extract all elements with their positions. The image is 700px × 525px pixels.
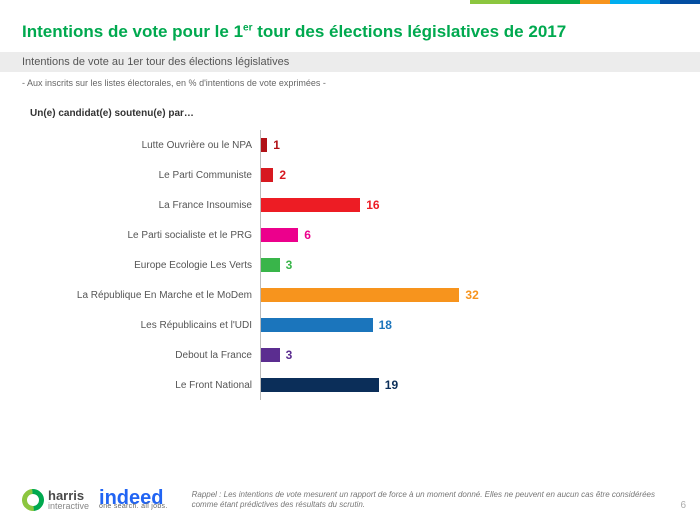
bar <box>261 288 459 302</box>
bar-label: Europe Ecologie Les Verts <box>0 260 260 271</box>
bar-value: 19 <box>385 378 398 392</box>
disclaimer: Rappel : Les intentions de vote mesurent… <box>192 490 678 509</box>
chart-row: Europe Ecologie Les Verts 3 <box>0 250 660 280</box>
bar <box>261 258 280 272</box>
bar <box>261 138 267 152</box>
bar <box>261 228 298 242</box>
chart-row: Lutte Ouvrière ou le NPA 1 <box>0 130 660 160</box>
bar <box>261 198 360 212</box>
harris-logo: harris interactive <box>22 489 89 511</box>
chart-row: Le Front National 19 <box>0 370 660 400</box>
top-accent-stripe <box>470 0 700 4</box>
stripe-segment <box>660 0 700 4</box>
chart-row: Les Républicains et l'UDI 18 <box>0 310 660 340</box>
subtitle-band: Intentions de vote au 1er tour des élect… <box>0 52 700 72</box>
bar-label: Le Parti Communiste <box>0 170 260 181</box>
bar-value: 3 <box>286 258 293 272</box>
bar-value: 16 <box>366 198 379 212</box>
stripe-segment <box>510 0 580 4</box>
bar-value: 2 <box>279 168 286 182</box>
bar-label: Le Front National <box>0 380 260 391</box>
harris-sub: interactive <box>48 502 89 510</box>
title-pre: Intentions de vote pour le 1 <box>22 22 243 41</box>
title-post: tour des élections législatives de 2017 <box>252 22 566 41</box>
lead-text: Un(e) candidat(e) soutenu(e) par… <box>30 108 194 119</box>
methodology-note: - Aux inscrits sur les listes électorale… <box>22 78 326 88</box>
chart-row: La République En Marche et le MoDem 32 <box>0 280 660 310</box>
page-number: 6 <box>680 500 686 511</box>
bar-wrap: 18 <box>261 318 660 332</box>
bar-wrap: 3 <box>261 258 660 272</box>
chart-row: Le Parti socialiste et le PRG 6 <box>0 220 660 250</box>
footer: harris interactive indeed one search. al… <box>22 489 678 511</box>
bar-value: 3 <box>286 348 293 362</box>
bar-wrap: 16 <box>261 198 660 212</box>
chart-row: Le Parti Communiste 2 <box>0 160 660 190</box>
bar-label: La France Insoumise <box>0 200 260 211</box>
bar-wrap: 19 <box>261 378 660 392</box>
chart-row: Debout la France 3 <box>0 340 660 370</box>
bar-chart: Lutte Ouvrière ou le NPA 1 Le Parti Commun… <box>0 130 660 400</box>
bar-value: 32 <box>465 288 478 302</box>
stripe-segment <box>470 0 510 4</box>
bar-label: Les Républicains et l'UDI <box>0 320 260 331</box>
bar-wrap: 2 <box>261 168 660 182</box>
bar-label: Lutte Ouvrière ou le NPA <box>0 140 260 151</box>
page-title: Intentions de vote pour le 1er tour des … <box>22 22 566 42</box>
subtitle: Intentions de vote au 1er tour des élect… <box>22 56 289 68</box>
bar-label: Le Parti socialiste et le PRG <box>0 230 260 241</box>
bar-wrap: 6 <box>261 228 660 242</box>
bar-wrap: 32 <box>261 288 660 302</box>
bar <box>261 168 273 182</box>
indeed-tag: one search. all jobs. <box>99 505 168 510</box>
bar <box>261 378 379 392</box>
bar-value: 6 <box>304 228 311 242</box>
bar-label: La République En Marche et le MoDem <box>0 290 260 301</box>
bar-label: Debout la France <box>0 350 260 361</box>
bar-wrap: 3 <box>261 348 660 362</box>
stripe-segment <box>610 0 660 4</box>
bar-value: 1 <box>273 138 280 152</box>
indeed-logo: indeed one search. all jobs. <box>99 491 168 510</box>
bar <box>261 348 280 362</box>
bar-value: 18 <box>379 318 392 332</box>
stripe-segment <box>580 0 610 4</box>
bar <box>261 318 373 332</box>
harris-ring-icon <box>18 485 49 516</box>
chart-row: La France Insoumise 16 <box>0 190 660 220</box>
bar-wrap: 1 <box>261 138 660 152</box>
logos: harris interactive indeed one search. al… <box>22 489 168 511</box>
